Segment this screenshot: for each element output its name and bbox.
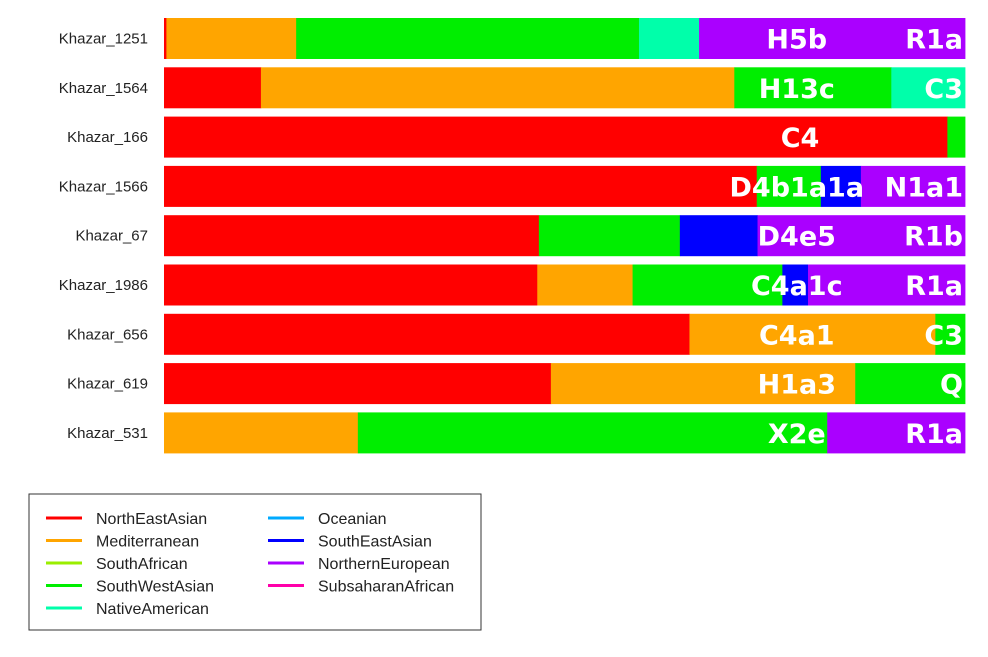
y-haplogroup-label: R1b (904, 222, 963, 253)
bar-segment-northeastasian (164, 215, 540, 257)
mt-haplogroup-label: D4b1a1a (730, 172, 865, 203)
y-haplogroup-label: R1a (905, 271, 963, 302)
legend-item-southafrican: SouthAfrican (46, 556, 188, 573)
sample-row-khazar-1566: Khazar_1566 D4b1a1a N1a1 (59, 165, 966, 207)
bar-segment-northeastasian (164, 165, 758, 207)
bar-segment-southeastasian (679, 215, 758, 257)
sample-row-khazar-1564: Khazar_1564 H13c C3 (59, 67, 966, 109)
y-haplogroup-label: Q (940, 370, 963, 401)
sample-row-khazar-531: Khazar_531 X2e R1a (67, 412, 966, 454)
bar-segment-southwestasian (855, 363, 966, 405)
mt-haplogroup-label: H5b (766, 25, 827, 56)
legend-label: NativeAmerican (96, 601, 209, 618)
bar-segment-southwestasian (632, 264, 783, 306)
legend: NorthEastAsian Mediterranean SouthAfrican S… (28, 493, 482, 631)
bar-segment-southeastasian (782, 264, 809, 306)
legend-item-oceanian: Oceanian (268, 511, 387, 528)
legend-item-mediterranean: Mediterranean (46, 534, 199, 551)
bar-segment-mediterranean (537, 264, 633, 306)
bar-segment-northerneuropean (827, 412, 966, 454)
y-haplogroup-label: R1a (905, 25, 963, 56)
mt-haplogroup-label: X2e (768, 419, 826, 450)
sample-row-khazar-166: Khazar_166 C4 (67, 116, 966, 158)
legend-label: SouthWestAsian (96, 579, 214, 596)
sample-label: Khazar_656 (67, 326, 148, 343)
bar-segment-southwestasian (296, 18, 640, 59)
legend-label: SouthAfrican (96, 556, 188, 573)
legend-item-southwestasian: SouthWestAsian (46, 579, 214, 596)
bar-segment-southwestasian (947, 116, 966, 158)
bar-segment-northeastasian (164, 116, 948, 158)
mt-haplogroup-label: C4 (781, 123, 820, 154)
sample-label: Khazar_619 (67, 376, 148, 393)
bar-segment-mediterranean (689, 313, 936, 355)
sample-row-khazar-656: Khazar_656 C4a1 C3 (67, 313, 966, 355)
legend-label: Mediterranean (96, 534, 199, 551)
legend-label: SouthEastAsian (318, 534, 432, 551)
bar-segment-northerneuropean (808, 264, 966, 306)
bar-segment-mediterranean (164, 412, 359, 454)
bar-segment-southwestasian (357, 412, 828, 454)
legend-item-southeastasian: SouthEastAsian (268, 534, 432, 551)
sample-label: Khazar_1986 (59, 277, 148, 294)
bar-segment-mediterranean (166, 18, 297, 59)
mt-haplogroup-label: H13c (759, 74, 835, 105)
mt-haplogroup-label: D4e5 (758, 222, 836, 253)
mt-haplogroup-label: C4a1c (751, 271, 843, 302)
bar-segment-southeastasian (820, 165, 862, 207)
sample-label: Khazar_166 (67, 129, 148, 146)
bar-segment-southwestasian (756, 165, 822, 207)
y-haplogroup-label: R1a (905, 419, 963, 450)
legend-item-nativeamerican: NativeAmerican (46, 601, 209, 618)
sample-label: Khazar_1564 (59, 80, 148, 97)
legend-frame (28, 493, 482, 631)
bar-segment-northerneuropean (699, 18, 966, 59)
legend-item-northeastasian: NorthEastAsian (46, 511, 207, 528)
bar-segment-mediterranean (260, 67, 735, 109)
sample-label: Khazar_531 (67, 425, 148, 442)
bar-segment-southwestasian (538, 215, 681, 257)
bar-segment-southwestasian (734, 67, 892, 109)
mt-haplogroup-label: C4a1 (759, 320, 835, 351)
sample-row-khazar-1986: Khazar_1986 C4a1c R1a (59, 264, 966, 306)
bar-segment-northerneuropean (860, 165, 966, 207)
sample-label: Khazar_1251 (59, 31, 148, 48)
bar-segment-mediterranean (550, 363, 856, 405)
legend-label: NorthEastAsian (96, 511, 207, 528)
mt-haplogroup-label: H1a3 (758, 370, 836, 401)
legend-label: NorthernEuropean (318, 556, 450, 573)
bar-segment-southwestasian (935, 313, 966, 355)
bar-segment-northerneuropean (757, 215, 966, 257)
bar-segment-nativeamerican (638, 18, 700, 59)
y-haplogroup-label: C3 (924, 320, 963, 351)
bar-segment-northeastasian (164, 363, 552, 405)
y-haplogroup-label: N1a1 (885, 172, 963, 203)
y-haplogroup-label: C3 (924, 74, 963, 105)
sample-row-khazar-67: Khazar_67 D4e5 R1b (75, 215, 966, 257)
sample-label: Khazar_67 (75, 228, 148, 245)
bar-segment-northeastasian (164, 67, 262, 109)
legend-item-northerneuropean: NorthernEuropean (268, 556, 450, 573)
legend-item-subsaharanafrican: SubsaharanAfrican (268, 579, 454, 596)
sample-row-khazar-619: Khazar_619 H1a3 Q (67, 363, 966, 405)
bar-segment-northeastasian (164, 18, 167, 59)
bar-segment-northeastasian (164, 313, 690, 355)
legend-label: SubsaharanAfrican (318, 579, 454, 596)
bar-segment-northeastasian (164, 264, 538, 306)
sample-label: Khazar_1566 (59, 178, 148, 195)
sample-row-khazar-1251: Khazar_1251 H5b R1a (59, 18, 966, 59)
legend-label: Oceanian (318, 511, 387, 528)
bar-segment-nativeamerican (891, 67, 966, 109)
